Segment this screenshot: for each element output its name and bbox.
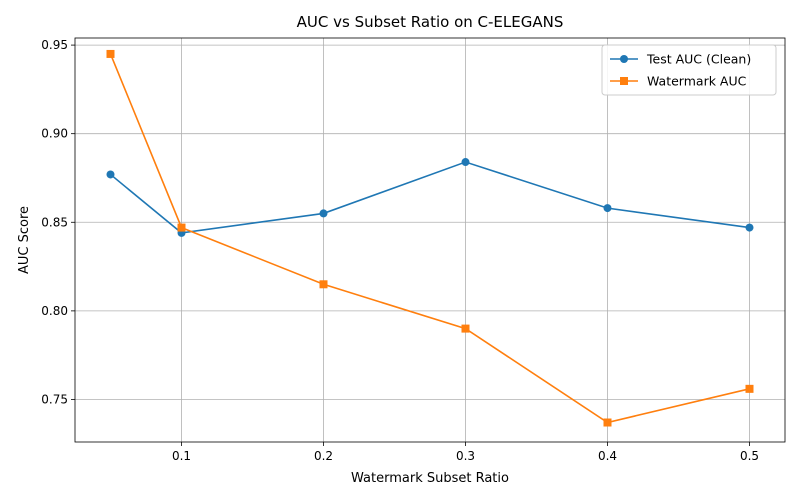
legend-marker	[620, 77, 628, 85]
data-point	[106, 170, 115, 179]
y-axis-label: AUC Score	[17, 206, 32, 274]
x-tick-label: 0.2	[314, 449, 333, 463]
x-tick-label: 0.1	[172, 449, 191, 463]
legend-item: Watermark AUC	[610, 74, 747, 89]
y-tick-label: 0.80	[41, 304, 68, 318]
x-tick-label: 0.4	[598, 449, 617, 463]
legend-label: Watermark AUC	[647, 74, 747, 89]
y-tick-label: 0.95	[41, 38, 68, 52]
series-line	[109, 161, 750, 234]
y-tick-label: 0.85	[41, 215, 68, 229]
data-point	[319, 209, 328, 218]
data-point	[106, 49, 115, 58]
data-point	[319, 280, 328, 289]
y-tick-label: 0.75	[41, 392, 68, 406]
legend-marker	[620, 55, 628, 63]
x-tick-label: 0.5	[740, 449, 759, 463]
series-watermark-auc	[106, 49, 754, 427]
data-point	[745, 223, 754, 232]
y-tick-label: 0.90	[41, 127, 68, 141]
data-point	[603, 418, 612, 427]
chart-title: AUC vs Subset Ratio on C-ELEGANS	[297, 13, 564, 31]
x-tick-label: 0.3	[456, 449, 475, 463]
series-line	[109, 53, 750, 424]
data-point	[745, 384, 754, 393]
data-point	[603, 204, 612, 213]
series-layer	[106, 49, 754, 427]
data-point	[177, 223, 186, 232]
legend: Test AUC (Clean) Watermark AUC	[601, 44, 777, 96]
legend-item: Test AUC (Clean)	[610, 52, 751, 67]
data-point	[461, 324, 470, 333]
legend-label: Test AUC (Clean)	[646, 52, 751, 67]
legend-box	[601, 44, 777, 96]
axis-ticks: 0.1 0.2 0.3 0.4 0.5 0.75 0.80 0.85 0.90 0.95	[41, 38, 759, 463]
plot-frame	[74, 37, 786, 443]
x-axis-label: Watermark Subset Ratio	[351, 471, 509, 486]
data-point	[461, 158, 470, 167]
